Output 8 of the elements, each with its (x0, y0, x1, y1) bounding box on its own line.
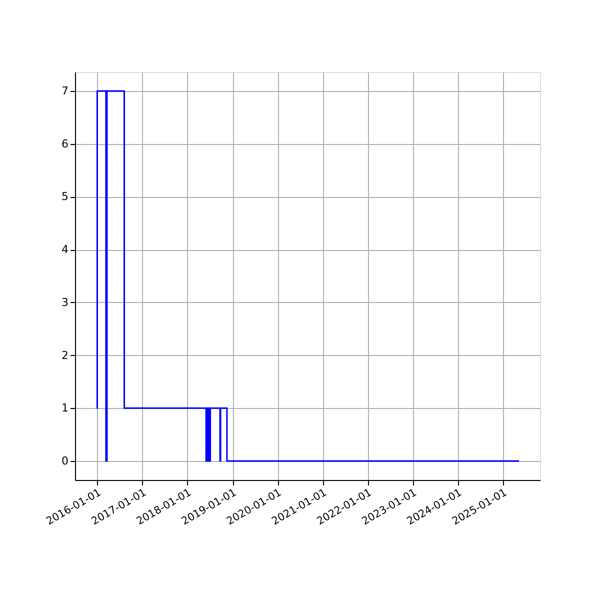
y-tick-label: 3 (62, 296, 68, 309)
y-tick-label: 5 (62, 190, 68, 204)
y-tick-label: 0 (62, 454, 68, 468)
y-tick-label: 6 (62, 137, 68, 150)
y-tick-label: 7 (62, 84, 68, 98)
y-tick-label: 1 (62, 402, 68, 415)
y-tick-label: 2 (62, 348, 68, 362)
y-tick-label: 4 (62, 243, 68, 256)
